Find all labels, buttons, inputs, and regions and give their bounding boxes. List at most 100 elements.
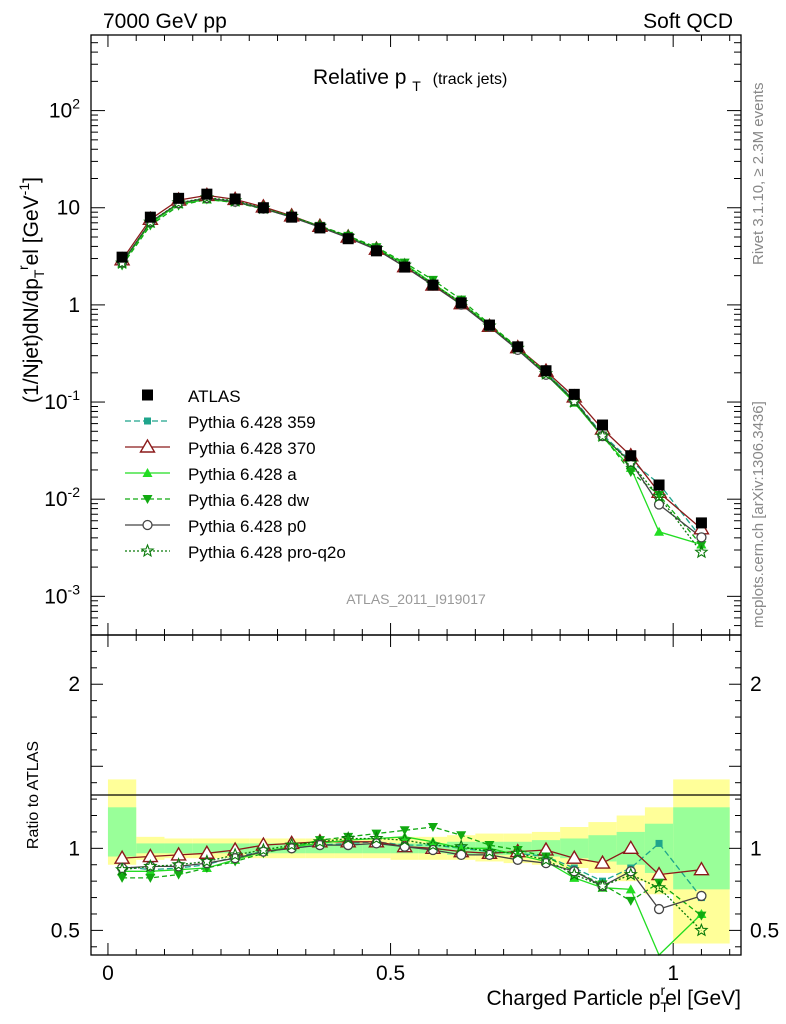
ratio-point-3 bbox=[625, 896, 636, 906]
ratio-point-1 bbox=[622, 839, 640, 855]
ratio-point-5 bbox=[114, 862, 130, 876]
legend-marker-5 bbox=[140, 543, 155, 558]
y-tick-label-exp: -3 bbox=[68, 581, 81, 597]
atlas-point bbox=[625, 450, 637, 462]
x-axis-label-sub: T bbox=[660, 999, 669, 1015]
y-axis-label-main: (1/Njet)dN/dp bbox=[20, 278, 43, 403]
y-axis-label-tail-sup: -1 bbox=[16, 183, 32, 196]
y-tick-label-base: 10 bbox=[57, 197, 80, 220]
y-tick-label-base: 10 bbox=[44, 488, 67, 511]
atlas-point bbox=[695, 517, 707, 529]
y-tick-label: 10-2 bbox=[44, 484, 80, 511]
series-point-5 bbox=[595, 428, 610, 443]
ratio-point-5 bbox=[510, 845, 525, 860]
y-tick-label-base: 10 bbox=[44, 585, 67, 608]
y-tick-label: 102 bbox=[49, 96, 80, 123]
legend-marker-0 bbox=[144, 417, 151, 425]
ratio-point-4 bbox=[696, 890, 707, 902]
ratio-point-3 bbox=[343, 832, 354, 842]
ratio-point-5 bbox=[199, 854, 215, 868]
y-tick-label-base: 1 bbox=[68, 294, 80, 317]
y-tick-label-exp: -1 bbox=[68, 387, 81, 403]
ratio-point-3 bbox=[399, 826, 410, 836]
atlas-point bbox=[229, 193, 241, 205]
series-point-4 bbox=[696, 532, 707, 543]
ratio-tick-label-right: 0.5 bbox=[750, 919, 779, 942]
ratio-point-4 bbox=[653, 903, 665, 915]
atlas-point bbox=[370, 245, 382, 257]
ratio-point-0 bbox=[655, 839, 663, 847]
ratio-markers bbox=[113, 823, 710, 937]
ratio-point-5 bbox=[341, 831, 356, 845]
ratio-bands bbox=[107, 779, 730, 944]
atlas-point bbox=[342, 233, 354, 245]
legend-marker-atlas bbox=[142, 389, 153, 401]
series-line-0 bbox=[121, 197, 702, 539]
series-point-3 bbox=[625, 468, 636, 478]
ratio-point-5 bbox=[651, 880, 667, 894]
atlas-point bbox=[427, 279, 439, 291]
ratio-point-5 bbox=[538, 852, 554, 866]
atlas-point bbox=[483, 319, 495, 331]
y-axis-label: (1/Njet)dN/dpTrel [GeV-1] bbox=[15, 177, 47, 403]
legend: ATLAS Pythia 6.428 359 Pythia 6.428 370 Pyt… bbox=[125, 387, 346, 562]
legend-marker-4 bbox=[142, 519, 153, 531]
y-axis-label-sub: T bbox=[31, 269, 47, 278]
ratio-tick-label-right: 1 bbox=[750, 837, 762, 860]
atlas-point bbox=[455, 297, 467, 309]
ratio-point-4 bbox=[569, 866, 580, 877]
ratio-point-5 bbox=[425, 837, 441, 852]
series-point-3 bbox=[654, 490, 665, 500]
ratio-band-inner bbox=[107, 807, 137, 857]
ratio-point-5 bbox=[482, 844, 497, 858]
series-point-5 bbox=[651, 489, 667, 503]
ratio-axis-ticks: 0.5 0.5 1 1 2 2 bbox=[51, 634, 779, 955]
ratio-point-5 bbox=[369, 831, 384, 845]
ratio-panel: 0.5 0.51 12 2 0 0.5 1 Ratio to ATLAS Charged … bbox=[25, 634, 779, 1015]
legend-label-2: Pythia 6.428 a bbox=[188, 465, 297, 484]
y-tick-label-exp: -2 bbox=[68, 484, 81, 500]
atlas-point bbox=[286, 211, 298, 223]
ratio-point-5 bbox=[143, 858, 158, 873]
ratio-point-2 bbox=[456, 843, 467, 853]
atlas-point bbox=[512, 341, 524, 353]
ratio-point-5 bbox=[256, 842, 271, 856]
ratio-point-3 bbox=[117, 873, 128, 883]
y-axis-label-sup: r bbox=[15, 265, 31, 270]
ratio-point-5 bbox=[595, 878, 610, 893]
x-axis-label: Charged Particle pTrel [GeV] bbox=[486, 982, 741, 1015]
ratio-point-5 bbox=[567, 867, 582, 881]
x-axis-label-sup: r bbox=[660, 982, 665, 998]
atlas-point bbox=[568, 388, 580, 400]
ratio-point-4 bbox=[456, 849, 467, 861]
ratio-point-4 bbox=[371, 838, 382, 849]
x-axis-label-main: Charged Particle p bbox=[486, 987, 660, 1010]
legend-marker-1 bbox=[139, 438, 156, 453]
ratio-point-3 bbox=[696, 911, 707, 921]
legend-marker-3 bbox=[142, 495, 153, 504]
atlas-point bbox=[399, 261, 411, 273]
ratio-point-5 bbox=[694, 922, 709, 937]
series-line-4 bbox=[121, 197, 702, 538]
ratio-point-1 bbox=[566, 849, 583, 864]
plot-title-sub: T bbox=[412, 78, 421, 94]
ratio-band-inner bbox=[673, 807, 730, 890]
legend-label-atlas: ATLAS bbox=[188, 387, 241, 406]
y-tick-label-exp: 2 bbox=[72, 96, 80, 112]
plot-title-main: Relative p bbox=[313, 66, 406, 89]
ratio-point-3 bbox=[145, 873, 156, 883]
series-point-5 bbox=[694, 544, 709, 559]
ratio-axis-label: Ratio to ATLAS bbox=[25, 741, 42, 849]
header-right: Soft QCD bbox=[643, 10, 733, 33]
ratio-point-5 bbox=[284, 837, 299, 852]
y-tick-label: 1 bbox=[68, 294, 80, 317]
header-left: 7000 GeV pp bbox=[103, 10, 227, 33]
atlas-point bbox=[201, 188, 213, 200]
atlas-point bbox=[540, 365, 552, 377]
atlas-point bbox=[116, 251, 128, 263]
ratio-point-5 bbox=[397, 832, 412, 847]
side-text-top: Rivet 3.1.10, ≥ 2.3M events bbox=[750, 83, 767, 266]
ratio-point-3 bbox=[541, 852, 551, 862]
